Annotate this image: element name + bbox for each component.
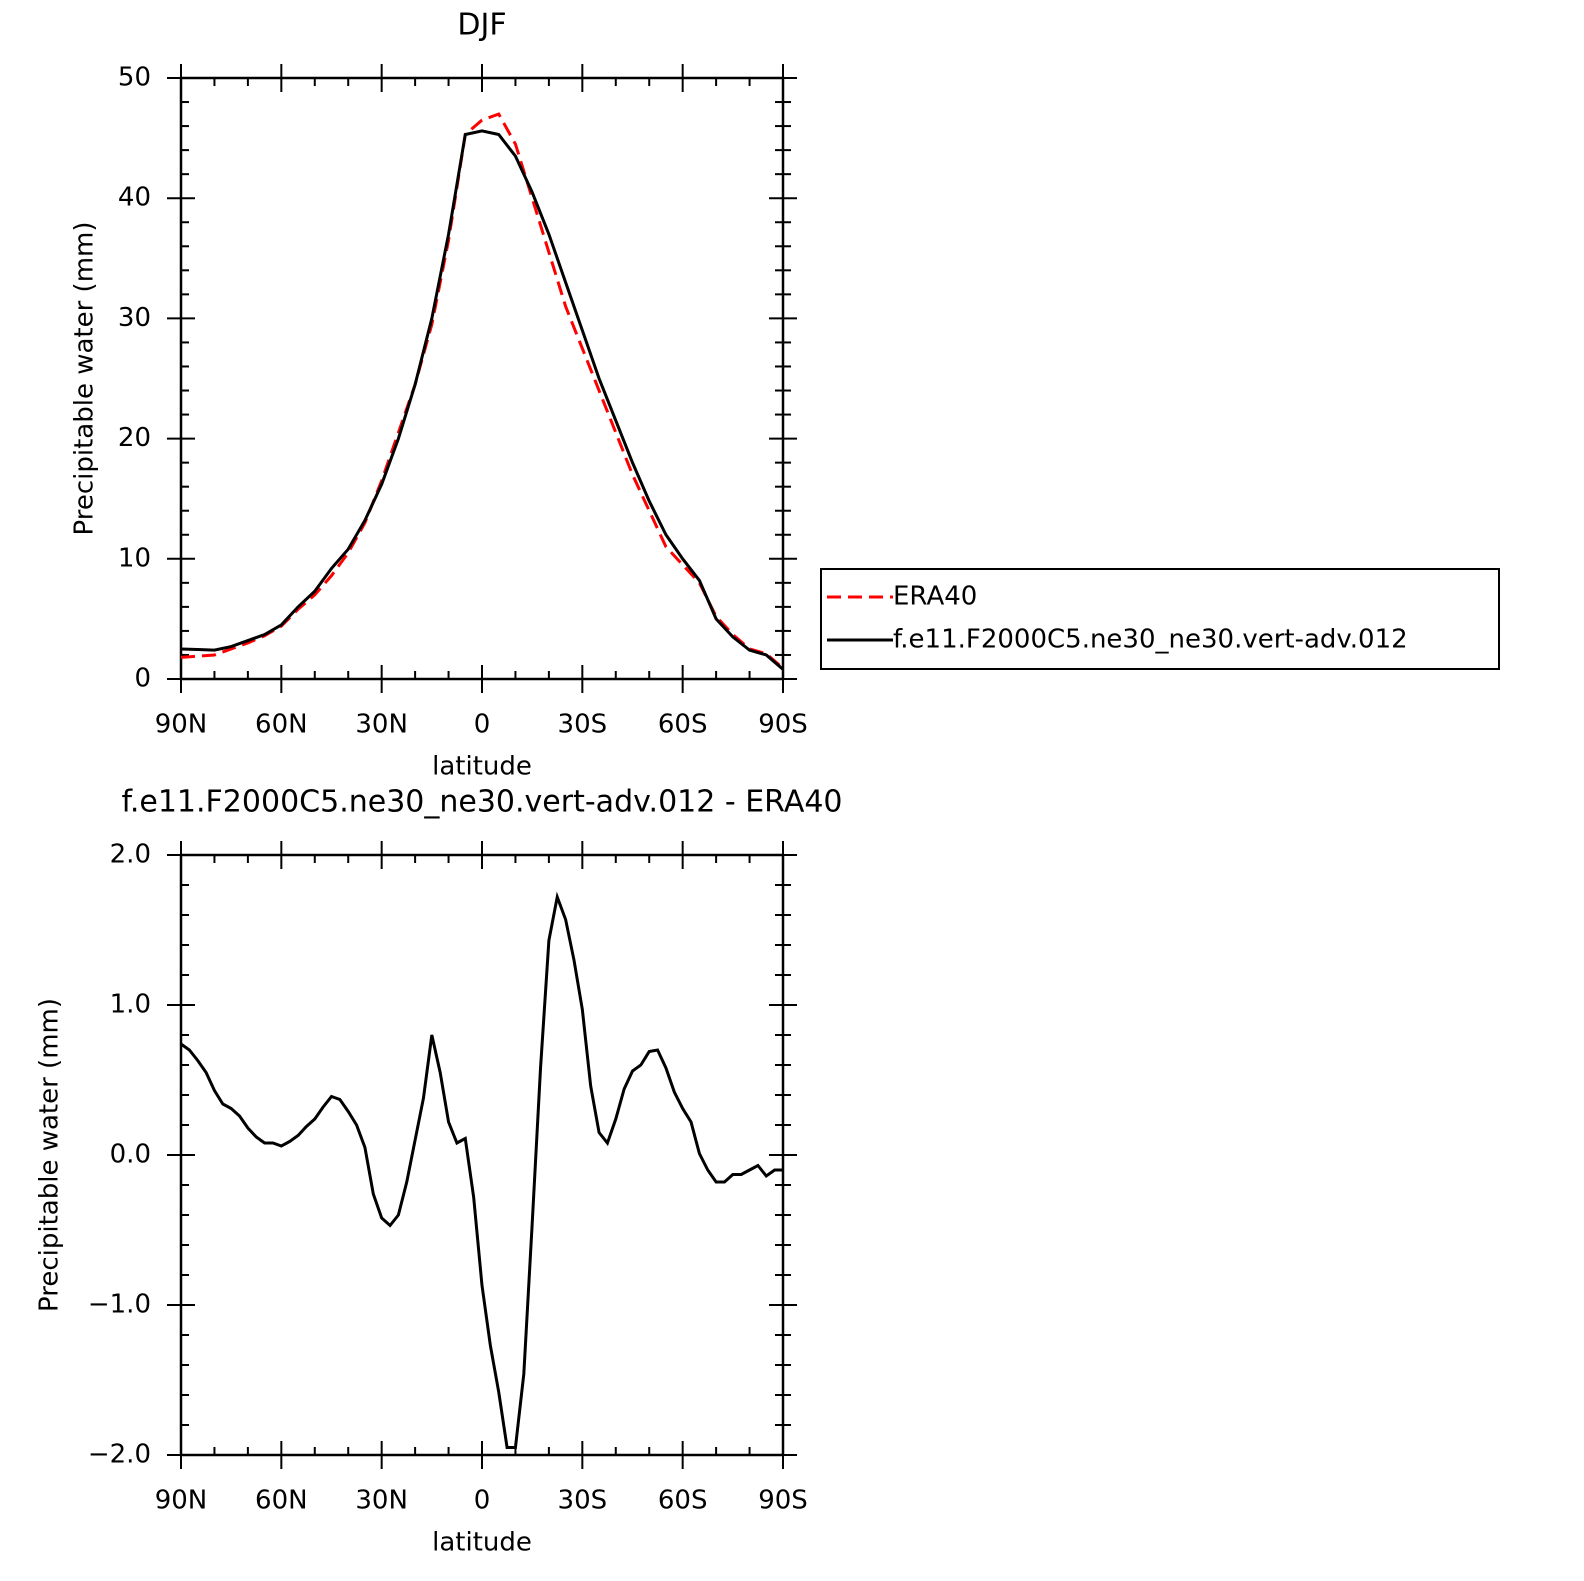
y-axis-label: Precipitable water (mm) xyxy=(70,222,100,536)
y-axis-label: Precipitable water (mm) xyxy=(35,998,65,1312)
x-tick-label: 30N xyxy=(355,1486,408,1516)
y-tick-label: 0 xyxy=(134,664,151,694)
plot-frame xyxy=(179,853,785,1457)
data-line xyxy=(180,112,784,670)
x-axis-label: latitude xyxy=(432,1528,532,1558)
y-tick-label: 1.0 xyxy=(110,990,151,1020)
x-tick-label: 90S xyxy=(758,1486,808,1516)
y-tick-label: 50 xyxy=(118,63,151,93)
x-tick-label: 0 xyxy=(474,1486,491,1516)
y-tick-label: 30 xyxy=(118,303,151,333)
data-line xyxy=(180,129,784,671)
y-tick-label: −1.0 xyxy=(88,1290,151,1320)
y-tick-label: 40 xyxy=(118,183,151,213)
y-tick-label: 20 xyxy=(118,423,151,453)
x-tick-label: 30S xyxy=(558,1486,608,1516)
x-tick-label: 90N xyxy=(155,1486,208,1516)
legend-box xyxy=(820,568,1500,670)
legend-label: f.e11.F2000C5.ne30_ne30.vert-adv.012 xyxy=(893,625,1408,655)
legend-label: ERA40 xyxy=(893,582,977,612)
x-tick-label: 30S xyxy=(558,710,608,740)
y-tick-label: 0.0 xyxy=(110,1140,151,1170)
x-tick-label: 60S xyxy=(658,710,708,740)
data-line xyxy=(180,891,783,1449)
x-tick-label: 30N xyxy=(355,710,408,740)
y-tick-label: 10 xyxy=(118,543,151,573)
chart-title: DJF xyxy=(457,8,506,43)
x-tick-label: 90S xyxy=(758,710,808,740)
x-tick-label: 0 xyxy=(474,710,491,740)
x-axis-label: latitude xyxy=(432,752,532,782)
x-tick-label: 60N xyxy=(255,710,308,740)
x-tick-label: 60N xyxy=(255,1486,308,1516)
y-tick-label: 2.0 xyxy=(110,840,151,870)
y-tick-label: −2.0 xyxy=(88,1440,151,1470)
plot-frame xyxy=(179,76,785,681)
x-tick-label: 90N xyxy=(155,710,208,740)
chart-title: f.e11.F2000C5.ne30_ne30.vert-adv.012 - E… xyxy=(121,785,842,820)
x-tick-label: 60S xyxy=(658,1486,708,1516)
